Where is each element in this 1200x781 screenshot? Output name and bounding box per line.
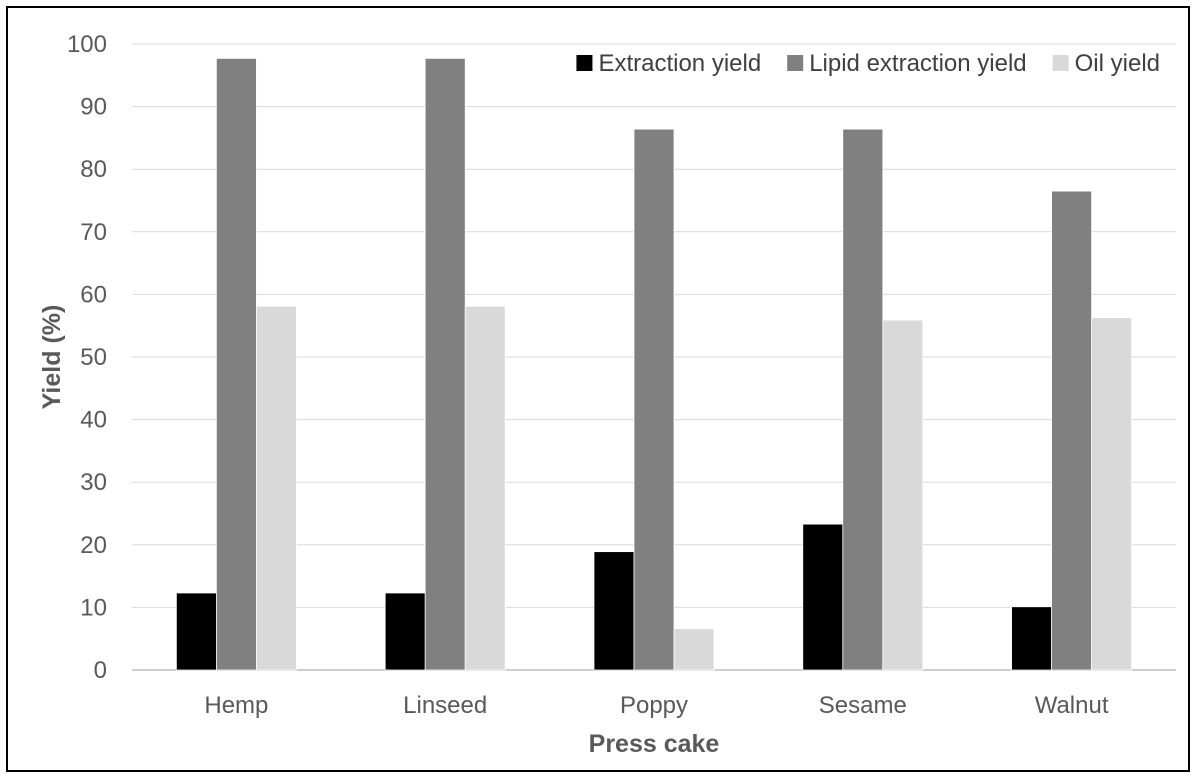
- y-tick-label: 0: [94, 657, 107, 684]
- x-axis-ticks: Hemp Linseed Poppy Sesame Walnut: [204, 692, 1108, 719]
- y-tick-label: 30: [80, 469, 107, 496]
- bar-lipid-extraction-yield-poppy: [633, 128, 675, 671]
- y-tick-label: 10: [80, 594, 107, 621]
- y-tick-label: 80: [80, 156, 107, 183]
- bar-chart: 0 10 20 30 40 50 60 70 80 90 100 Hemp Linseed Poppy S…: [38, 31, 1176, 758]
- y-tick-label: 50: [80, 344, 107, 371]
- y-tick-label: 70: [80, 219, 107, 246]
- bar-lipid-extraction-yield-hemp: [216, 58, 257, 671]
- legend: Extraction yield Lipid extraction yield Oi…: [576, 50, 1160, 77]
- legend-swatch: [787, 55, 804, 71]
- bar-lipid-extraction-yield-walnut: [1051, 190, 1092, 671]
- legend-label: Extraction yield: [598, 50, 761, 77]
- bar-oil-yield-hemp: [256, 305, 297, 671]
- legend-item: Oil yield: [1052, 50, 1160, 77]
- y-tick-label: 90: [80, 94, 107, 121]
- x-tick-label: Hemp: [204, 692, 268, 719]
- bar-oil-yield-sesame: [882, 319, 924, 671]
- legend-swatch: [576, 55, 593, 71]
- x-tick-label: Walnut: [1035, 692, 1109, 719]
- y-tick-label: 60: [80, 281, 107, 308]
- y-axis-title: Yield (%): [38, 305, 66, 410]
- legend-swatch: [1052, 55, 1069, 71]
- bar-extraction-yield-hemp: [176, 592, 217, 671]
- bar-lipid-extraction-yield-sesame: [842, 128, 884, 671]
- legend-item: Lipid extraction yield: [787, 50, 1027, 77]
- legend-item: Extraction yield: [576, 50, 761, 77]
- y-tick-label: 100: [67, 31, 107, 58]
- y-tick-label: 40: [80, 407, 107, 434]
- y-axis-ticks: 0 10 20 30 40 50 60 70 80 90 100: [67, 31, 107, 684]
- x-axis-title: Press cake: [589, 730, 720, 758]
- bar-extraction-yield-poppy: [593, 551, 635, 671]
- legend-label: Oil yield: [1075, 50, 1160, 77]
- bar-extraction-yield-sesame: [802, 523, 844, 671]
- legend-label: Lipid extraction yield: [809, 50, 1026, 77]
- chart-frame: 0 10 20 30 40 50 60 70 80 90 100 Hemp Linseed Poppy S…: [6, 6, 1190, 772]
- bar-extraction-yield-linseed: [384, 592, 426, 671]
- x-tick-label: Linseed: [403, 692, 487, 719]
- bar-oil-yield-poppy: [673, 628, 715, 671]
- x-tick-label: Sesame: [819, 692, 907, 719]
- bar-oil-yield-linseed: [464, 305, 506, 671]
- y-tick-label: 20: [80, 532, 107, 559]
- x-tick-label: Poppy: [620, 692, 688, 719]
- bars: [176, 58, 1132, 671]
- bar-lipid-extraction-yield-linseed: [424, 58, 466, 671]
- bar-oil-yield-walnut: [1091, 317, 1132, 671]
- bar-extraction-yield-walnut: [1011, 606, 1052, 671]
